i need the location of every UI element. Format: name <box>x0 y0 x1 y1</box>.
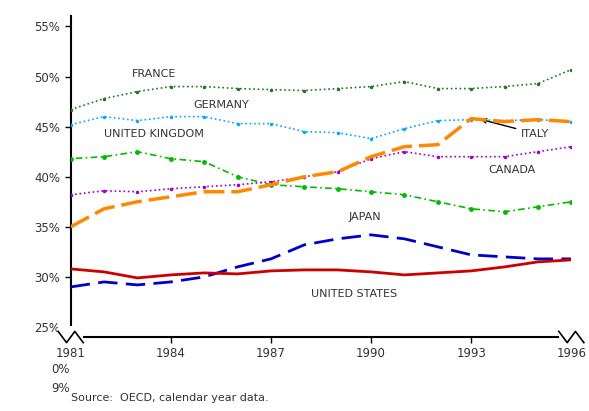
Text: GERMANY: GERMANY <box>193 99 249 110</box>
Text: 0%: 0% <box>52 363 70 376</box>
Text: UNITED KINGDOM: UNITED KINGDOM <box>104 129 204 139</box>
Text: JAPAN: JAPAN <box>348 212 380 222</box>
FancyBboxPatch shape <box>559 326 584 348</box>
Text: Source:  OECD, calendar year data.: Source: OECD, calendar year data. <box>71 393 269 403</box>
Text: UNITED STATES: UNITED STATES <box>312 289 398 299</box>
Text: CANADA: CANADA <box>488 165 535 175</box>
Text: 9%: 9% <box>52 382 70 395</box>
Text: FRANCE: FRANCE <box>132 69 176 79</box>
Text: ITALY: ITALY <box>482 119 550 139</box>
FancyBboxPatch shape <box>58 326 83 348</box>
